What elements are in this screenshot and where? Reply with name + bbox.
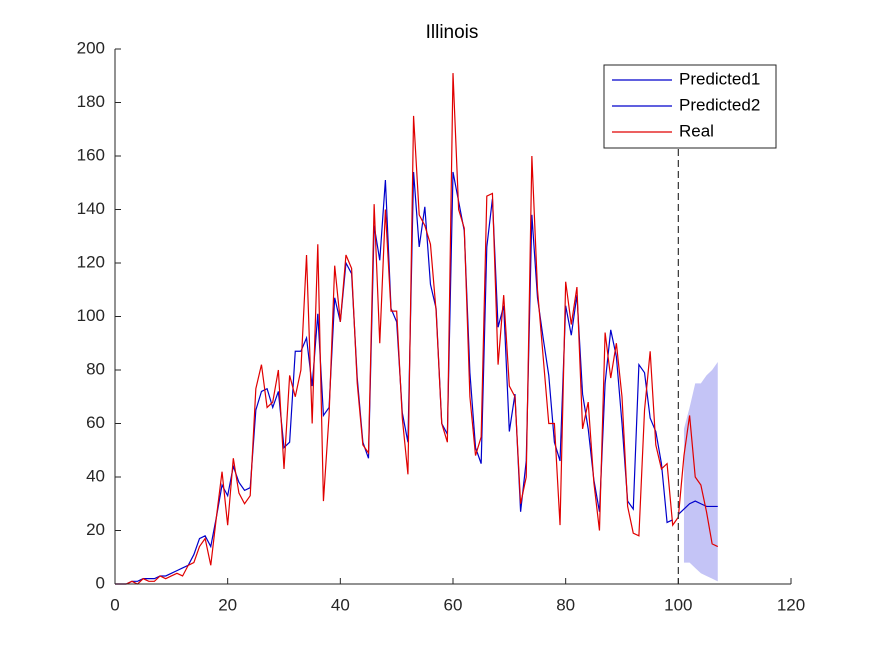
y-tick-label: 0 (96, 573, 105, 592)
y-tick-label: 60 (86, 413, 105, 432)
x-tick-label: 0 (110, 595, 119, 614)
y-tick-label: 80 (86, 359, 105, 378)
chart-title: Illinois (426, 22, 479, 43)
legend-label: Predicted2 (679, 95, 760, 114)
series-line (115, 73, 719, 585)
x-tick-label: 20 (218, 595, 237, 614)
y-tick-label: 100 (77, 306, 105, 325)
legend-label: Predicted1 (679, 69, 760, 88)
legend-label: Real (679, 121, 714, 140)
y-tick-label: 160 (77, 145, 105, 164)
y-tick-label: 180 (77, 92, 105, 111)
x-tick-label: 80 (556, 595, 575, 614)
y-tick-label: 40 (86, 466, 105, 485)
x-tick-label: 60 (444, 595, 463, 614)
x-tick-label: 40 (331, 595, 350, 614)
x-tick-label: 120 (777, 595, 805, 614)
y-tick-label: 200 (77, 38, 105, 57)
y-tick-label: 20 (86, 520, 105, 539)
series-line (677, 500, 718, 515)
y-tick-label: 120 (77, 252, 105, 271)
x-tick-label: 100 (664, 595, 692, 614)
legend: Predicted1 Predicted2 Real (603, 64, 777, 149)
y-tick-label: 140 (77, 199, 105, 218)
